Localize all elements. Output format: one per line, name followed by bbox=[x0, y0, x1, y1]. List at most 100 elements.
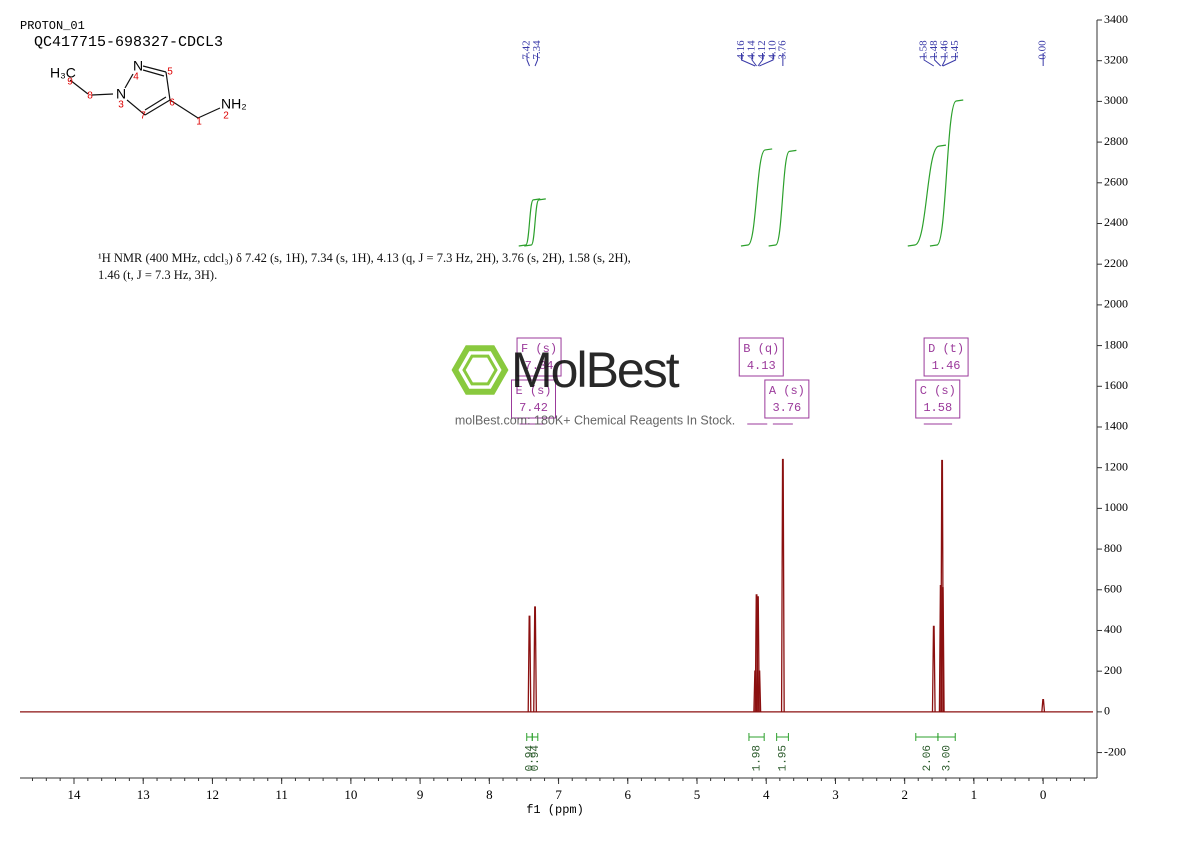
y-tick-label: 0 bbox=[1104, 704, 1110, 718]
bond bbox=[169, 99, 199, 119]
peak-connector bbox=[759, 53, 774, 67]
integral-curve bbox=[740, 148, 773, 247]
y-tick-label: 600 bbox=[1104, 582, 1122, 596]
x-axis-label: f1 (ppm) bbox=[526, 803, 584, 817]
y-tick-label: 3200 bbox=[1104, 52, 1128, 66]
integral-label: 3.00 bbox=[941, 745, 953, 771]
atom-label: N bbox=[133, 58, 143, 74]
atom-label: NH₂ bbox=[221, 96, 247, 112]
tagline: molBest.com: 180K+ Chemical Reagents In … bbox=[455, 413, 735, 427]
peak-label: 1.46 bbox=[939, 40, 951, 60]
x-tick-label: 7 bbox=[555, 787, 562, 802]
x-tick-label: 14 bbox=[67, 787, 81, 802]
atom-number: 8 bbox=[87, 91, 93, 102]
molecule-labels: H₃C NN NH₂ 9 8 3 4 5 6 7 1 2 bbox=[50, 58, 247, 128]
x-tick-label: 13 bbox=[137, 787, 150, 802]
x-tick-label: 2 bbox=[901, 787, 908, 802]
integral-label: 0.94 bbox=[524, 745, 536, 772]
y-tick-label: 2000 bbox=[1104, 297, 1128, 311]
multiplet-shift: 1.46 bbox=[932, 359, 961, 373]
peak-label: 1.48 bbox=[928, 40, 940, 60]
integral-curve bbox=[524, 198, 546, 247]
bond bbox=[91, 93, 114, 96]
multiplet-label: D (t) bbox=[928, 342, 964, 356]
watermark: MolBest molBest.com: 180K+ Chemical Reag… bbox=[451, 342, 735, 427]
bond bbox=[124, 73, 134, 89]
peak-label: 4.16 bbox=[735, 40, 747, 60]
y-tick-label: 2800 bbox=[1104, 134, 1128, 148]
multiplet-label: C (s) bbox=[920, 384, 956, 398]
peak-connector bbox=[757, 53, 764, 67]
y-tick-label: 1200 bbox=[1104, 459, 1128, 473]
atom-number: 1 bbox=[196, 117, 202, 128]
peak bbox=[1041, 699, 1046, 712]
peak-connector bbox=[941, 53, 946, 67]
peak bbox=[940, 459, 945, 712]
bond bbox=[144, 99, 171, 116]
atom-label: N bbox=[116, 86, 126, 102]
peak bbox=[755, 596, 760, 712]
sample-name: QC417715-698327-CDCL3 bbox=[34, 34, 223, 51]
peak bbox=[527, 615, 532, 712]
multiplet-label: A (s) bbox=[769, 384, 805, 398]
atom-number: 2 bbox=[223, 111, 229, 122]
x-tick-label: 8 bbox=[486, 787, 493, 802]
integral-curve bbox=[907, 144, 947, 247]
y-tick-label: 800 bbox=[1104, 541, 1122, 555]
x-tick-label: 1 bbox=[971, 787, 978, 802]
peak-label: 4.14 bbox=[746, 40, 758, 60]
peak-label: 3.76 bbox=[776, 40, 788, 60]
x-tick-label: 12 bbox=[206, 787, 219, 802]
peak bbox=[757, 670, 762, 712]
x-tick-label: 3 bbox=[832, 787, 839, 802]
multiplet-box bbox=[764, 379, 810, 419]
multiplet-box bbox=[511, 379, 557, 419]
integral-curve bbox=[518, 198, 541, 247]
y-tick-label: 1600 bbox=[1104, 378, 1128, 392]
multiplet-box bbox=[915, 379, 961, 419]
atom-number: 6 bbox=[169, 98, 175, 109]
y-tick-label: 3400 bbox=[1104, 12, 1128, 26]
multiplet-box bbox=[738, 337, 784, 377]
multiplet-label: F (s) bbox=[521, 342, 557, 356]
peak-connector bbox=[923, 53, 935, 67]
atom-number: 9 bbox=[67, 77, 73, 88]
multiplet-label: B (q) bbox=[743, 342, 779, 356]
integral-label: 0.94 bbox=[530, 745, 542, 772]
bond bbox=[197, 107, 221, 119]
bond bbox=[144, 96, 167, 111]
y-tick-label: 3000 bbox=[1104, 93, 1128, 107]
bond bbox=[142, 65, 167, 73]
integral-label: 2.06 bbox=[922, 745, 934, 771]
logo bbox=[451, 345, 509, 395]
peak-connector bbox=[934, 53, 942, 67]
integral-label: 1.95 bbox=[777, 745, 789, 771]
experiment-name: PROTON_01 bbox=[20, 19, 85, 33]
brand: MolBest bbox=[511, 342, 680, 398]
peak bbox=[931, 625, 936, 712]
y-tick-label: 1400 bbox=[1104, 419, 1128, 433]
peak-label: 7.42 bbox=[521, 40, 533, 59]
atom-number: 7 bbox=[140, 111, 146, 122]
peak bbox=[780, 458, 785, 712]
x-tick-label: 10 bbox=[344, 787, 357, 802]
y-tick-label: 2600 bbox=[1104, 175, 1128, 189]
peak bbox=[940, 587, 945, 712]
peak-label: 1.58 bbox=[918, 40, 930, 60]
logo bbox=[462, 354, 498, 386]
peak-connector bbox=[751, 53, 757, 67]
x-tick-label: 5 bbox=[694, 787, 701, 802]
multiplet-shift: 3.76 bbox=[772, 401, 801, 415]
integral-label: 1.98 bbox=[751, 745, 763, 771]
y-tick-label: 1000 bbox=[1104, 500, 1128, 514]
description: ¹H NMR (400 MHz, cdcl₃) δ 7.42 (s, 1H), … bbox=[98, 251, 631, 282]
peak-label: 4.10 bbox=[767, 40, 779, 60]
x-tick-label: 9 bbox=[417, 787, 424, 802]
y-tick-label: -200 bbox=[1104, 744, 1126, 758]
peak-connector bbox=[942, 53, 957, 67]
peak bbox=[533, 606, 537, 712]
peak-label: 4.12 bbox=[756, 40, 768, 59]
x-tick-label: 6 bbox=[625, 787, 632, 802]
multiplet-shift: 7.42 bbox=[519, 401, 548, 415]
